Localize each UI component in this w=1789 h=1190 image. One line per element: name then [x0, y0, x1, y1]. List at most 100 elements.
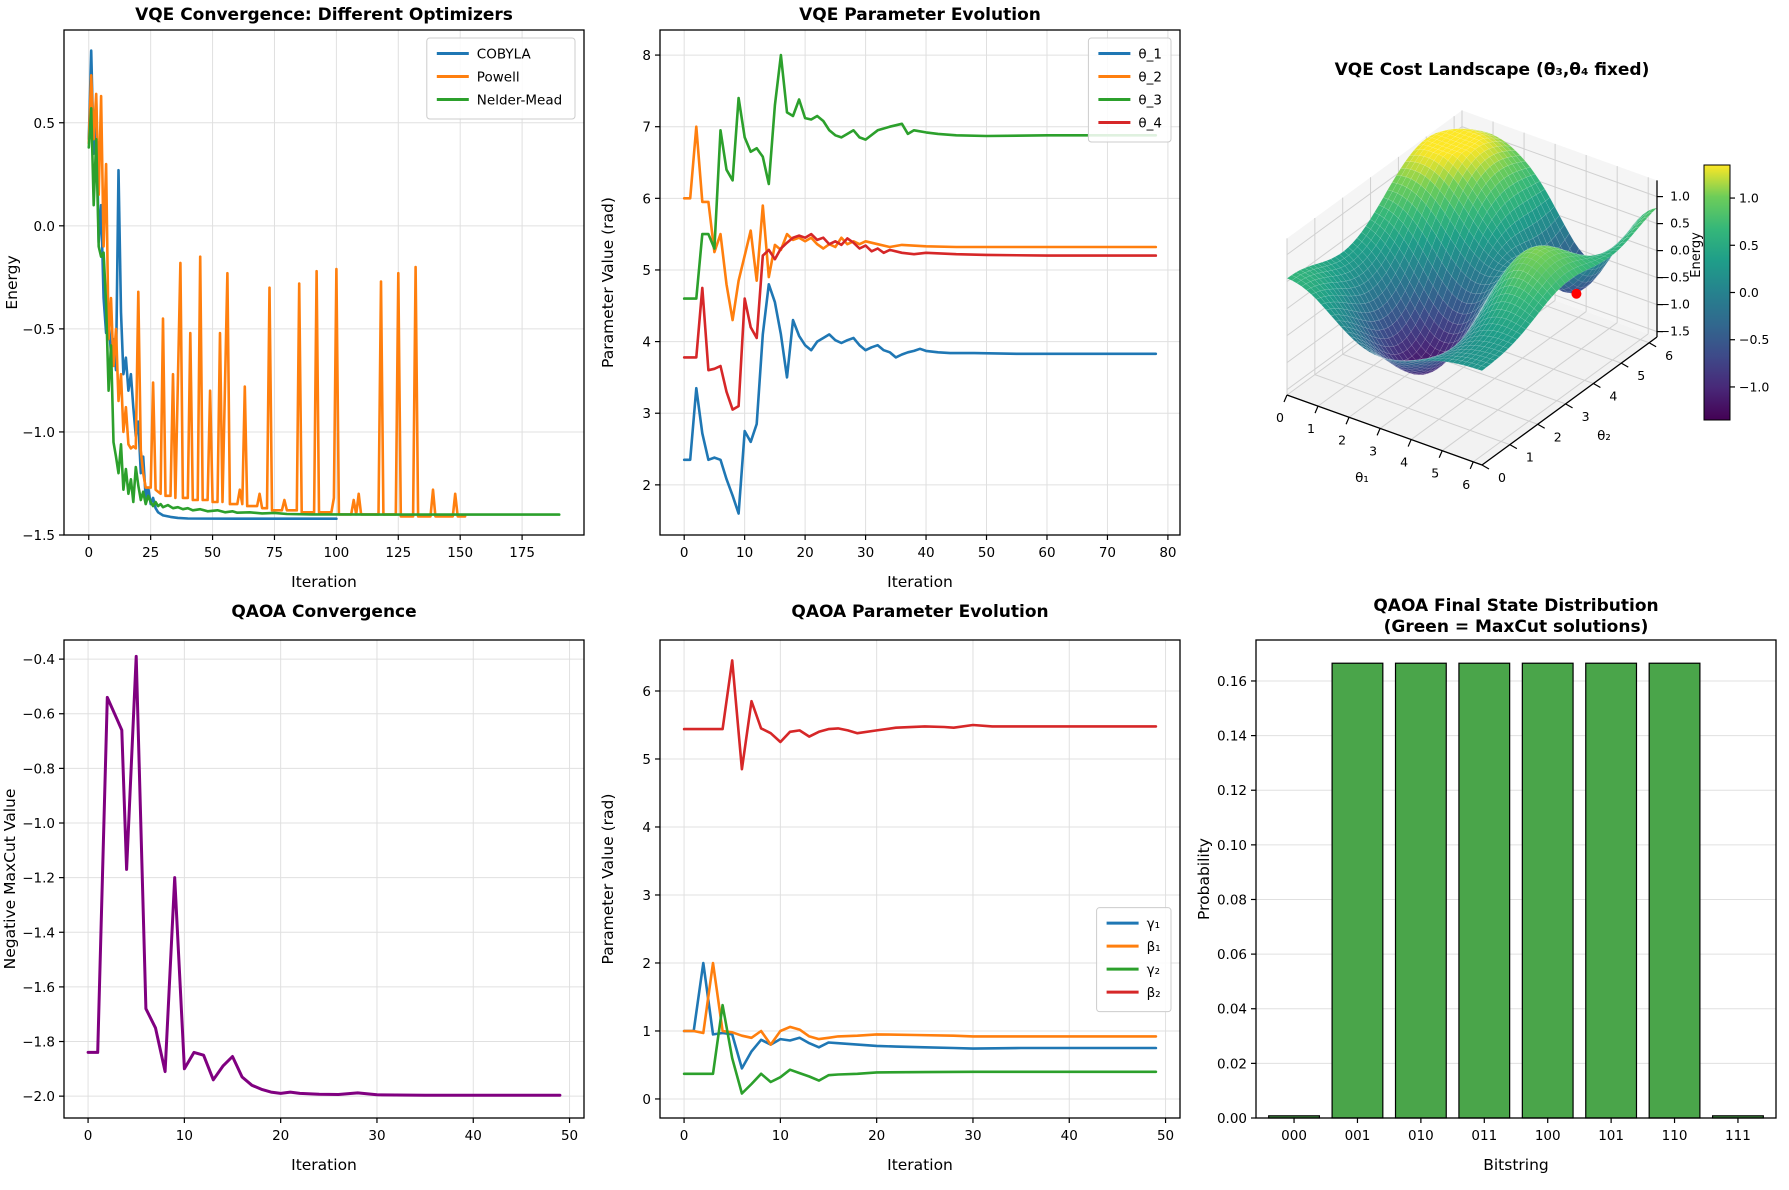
tick-label-y: 3	[642, 406, 651, 422]
legend-label: Nelder-Mead	[477, 93, 562, 109]
legend-label: γ₂	[1147, 962, 1160, 978]
tick-label-z: −1.0	[1660, 297, 1690, 312]
tick-label-y: 0.14	[1217, 729, 1247, 745]
panel-qaoa-final-state-distribution: 000 001 010 011 100 101 110 111 0.00 0.02 0.04 0.06…	[1192, 595, 1789, 1190]
colorbar-tick-label: −0.5	[1739, 332, 1769, 347]
series-Powell	[87, 74, 467, 518]
y-axis-label: Parameter Value (rad)	[599, 794, 617, 965]
legend-label: θ_2	[1138, 70, 1162, 86]
tick-label-x: 0	[84, 1128, 93, 1144]
colorbar	[1703, 164, 1731, 421]
tick-label-theta1: 0	[1276, 410, 1284, 425]
series-theta_2	[682, 125, 1158, 322]
series-qaoa-energy	[86, 654, 562, 1097]
tick-label-y: −0.6	[22, 707, 55, 723]
tick-theta2	[1620, 362, 1629, 368]
chart-title: VQE Convergence: Different Optimizers	[135, 5, 513, 25]
tick-label-theta2: 3	[1582, 409, 1590, 424]
tick-label-y: 0.00	[1217, 1111, 1247, 1127]
series-COBYLA	[87, 49, 338, 521]
axes-box	[63, 29, 585, 536]
tick-label-y: −0.8	[22, 761, 55, 777]
tick-label-x: 100	[323, 545, 349, 561]
chart-subtitle: (Green = MaxCut solutions)	[1384, 617, 1649, 637]
colorbar-tick-label: 1.0	[1739, 191, 1759, 206]
tick-label-y: 0.06	[1217, 947, 1247, 963]
minimum-marker-dot	[1571, 288, 1582, 299]
y-axis-label: Probability	[1195, 838, 1213, 920]
x-axis-label: Iteration	[887, 573, 953, 591]
axis-theta1	[1286, 394, 1483, 466]
tick-label-x: 010	[1408, 1128, 1434, 1144]
tick-label-x: 000	[1281, 1128, 1307, 1144]
tick-label-z: 1.0	[1670, 189, 1690, 204]
surface-quad	[1555, 277, 1566, 288]
series-beta_2	[682, 659, 1158, 771]
tick-label-y: 0.0	[34, 219, 55, 235]
legend-label: Powell	[477, 70, 520, 86]
tick-theta1	[1407, 439, 1412, 447]
x-axis-label: Iteration	[291, 573, 357, 591]
tick-label-y: 0	[642, 1092, 651, 1108]
tick-label-y: −1.8	[22, 1035, 55, 1051]
tick-label-x: 10	[736, 545, 753, 561]
tick-label-y: −2.0	[22, 1089, 55, 1105]
tick-label-y: 3	[642, 888, 651, 904]
panel-vqe-cost-landscape: VQE Cost Landscape (θ₃,θ₄ fixed) Energy 0 1…	[1192, 0, 1789, 595]
axes-box	[1255, 639, 1777, 1119]
tick-label-x: 70	[1099, 545, 1116, 561]
legend-label: β₂	[1147, 985, 1161, 1001]
chart-vqe-convergence: 0 25 50 75 100 125 150 175 0.5 0.0 −0.5 −1.0 −1.5 VQE…	[3, 5, 585, 591]
tick-label-theta1: 4	[1400, 455, 1408, 470]
tick-theta1	[1314, 405, 1319, 414]
grid-floor-x	[1472, 333, 1649, 463]
chart-title: QAOA Convergence	[231, 602, 416, 622]
surface-quad	[1542, 290, 1553, 303]
tick-label-y: 0.12	[1217, 783, 1247, 799]
series-theta_1	[682, 282, 1158, 515]
tick-label-y: −1.0	[22, 816, 55, 832]
panel-vqe-parameter-evolution: 0 10 20 30 40 50 60 70 80 2 3 4 5 6 7 8 VQE Parameter Ev…	[596, 0, 1192, 595]
grid-floor-x	[1410, 311, 1587, 440]
series-gamma_1	[682, 961, 1158, 1070]
tick-theta2	[1593, 382, 1601, 389]
tick-label-x: 40	[1061, 1128, 1078, 1144]
z-axis-label-partial: Energy	[1689, 232, 1704, 278]
x-axis-label: Bitstring	[1483, 1156, 1549, 1174]
legend-box	[1096, 907, 1172, 1013]
tick-label-y: 0.02	[1217, 1056, 1247, 1072]
tick-label-x: 50	[561, 1128, 578, 1144]
tick-label-x: 111	[1725, 1128, 1751, 1144]
tick-label-y: −1.0	[22, 425, 55, 441]
tick-label-y: 2	[642, 478, 651, 494]
tick-label-x: 175	[509, 545, 535, 561]
surface-quad	[1568, 268, 1579, 278]
series-beta_1	[682, 961, 1158, 1046]
chart-vqe-parameter-evolution: 0 10 20 30 40 50 60 70 80 2 3 4 5 6 7 8 VQE Parameter Ev…	[599, 5, 1181, 591]
tick-theta2	[1565, 403, 1573, 409]
colorbar-tick-label: 0.5	[1739, 238, 1759, 253]
chart-title: VQE Cost Landscape (θ₃,θ₄ fixed)	[1335, 60, 1650, 80]
colorbar-tick-label: −1.0	[1739, 379, 1769, 394]
tick-label-x: 60	[1038, 545, 1055, 561]
tick-label-y: −1.4	[22, 925, 55, 941]
tick-label-theta2: 0	[1498, 470, 1506, 485]
tick-label-y: 5	[642, 263, 651, 279]
series-theta_3	[682, 53, 1158, 300]
x-axis-label: Iteration	[291, 1156, 357, 1174]
chart-vqe-cost-landscape-3d: VQE Cost Landscape (θ₃,θ₄ fixed) Energy 0 1…	[1276, 60, 1769, 492]
y-axis-label: Energy	[3, 255, 21, 309]
bar-011	[1458, 662, 1511, 1119]
tick-label-x: 10	[772, 1128, 789, 1144]
tick-label-x: 0	[680, 1128, 689, 1144]
y-axis-label: Parameter Value (rad)	[599, 197, 617, 368]
tick-label-x: 30	[368, 1128, 385, 1144]
tick-theta1	[1438, 450, 1443, 458]
bar-110	[1648, 662, 1701, 1119]
tick-label-x: 0	[680, 545, 689, 561]
chart-title: QAOA Final State Distribution	[1373, 596, 1658, 616]
tick-label-x: 150	[447, 545, 473, 561]
axes-box	[659, 29, 1181, 536]
tick-label-y: 6	[642, 191, 651, 207]
